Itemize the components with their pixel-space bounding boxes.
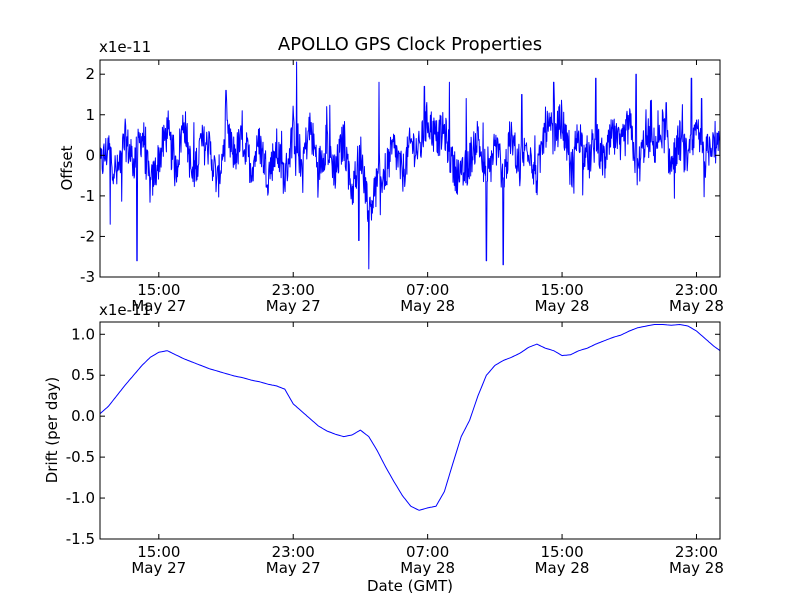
drift-xtick-date-label: May 27 [131,559,186,577]
drift-x-axis-label: Date (GMT) [367,577,453,595]
drift-ytick-label: -0.5 [66,448,95,466]
drift-xtick-time-label: 15:00 [540,543,583,561]
drift-xtick-date-label: May 27 [266,559,321,577]
offset-ytick-label: -2 [80,227,95,245]
drift-y-axis-label: Drift (per day) [43,377,61,484]
drift-series [99,324,721,511]
drift-xtick-time-label: 15:00 [137,543,180,561]
offset-ytick-label: -3 [80,268,95,286]
drift-xtick-date-label: May 28 [669,559,724,577]
offset-scale-label: x1e-11 [99,38,151,56]
offset-ytick-label: -1 [80,187,95,205]
offset-xtick-time-label: 07:00 [406,281,449,299]
offset-xtick-time-label: 15:00 [540,281,583,299]
offset-xtick-date-label: May 27 [266,297,321,315]
drift-xtick-time-label: 23:00 [675,543,718,561]
offset-xtick-date-label: May 28 [400,297,455,315]
offset-plot-frame [99,59,721,278]
drift-scale-label: x1e-11 [99,301,151,319]
drift-ytick-label: 1.0 [71,325,95,343]
chart-title: APOLLO GPS Clock Properties [278,34,542,55]
offset-xtick-time-label: 23:00 [272,281,315,299]
drift-ytick-label: -1.5 [66,530,95,548]
drift-ytick-label: -1.0 [66,489,95,507]
offset-series-line [99,61,721,270]
offset-ytick-label: 2 [85,65,95,83]
drift-xtick-date-label: May 28 [400,559,455,577]
offset-ytick-label: 1 [85,106,95,124]
offset-xtick-date-label: May 28 [669,297,724,315]
offset-xtick-date-label: May 28 [535,297,590,315]
drift-plot-frame [99,321,721,540]
drift-xtick-time-label: 07:00 [406,543,449,561]
drift-series-line [99,324,721,511]
offset-xtick-time-label: 23:00 [675,281,718,299]
offset-series [99,61,721,270]
offset-ytick-label: 0 [85,146,95,164]
drift-ytick-label: 0.0 [71,407,95,425]
offset-xtick-time-label: 15:00 [137,281,180,299]
drift-xtick-date-label: May 28 [535,559,590,577]
drift-xtick-time-label: 23:00 [272,543,315,561]
drift-ytick-label: 0.5 [71,366,95,384]
offset-xtick-date-label: May 27 [131,297,186,315]
offset-y-axis-label: Offset [58,145,76,190]
